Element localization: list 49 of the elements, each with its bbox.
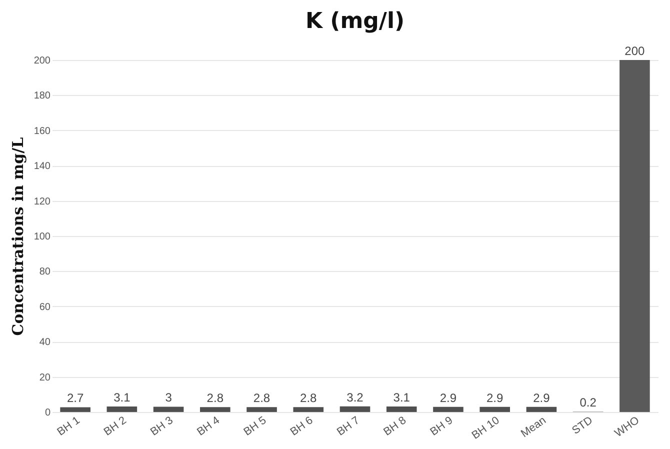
data-label: 2.9: [533, 390, 550, 405]
x-tick-label: BH 5: [242, 414, 269, 438]
bar: [293, 407, 324, 412]
data-label: 3.2: [346, 390, 364, 404]
data-label: 2.9: [440, 390, 457, 405]
y-tick-label: 40: [39, 337, 51, 348]
bar: [153, 406, 184, 412]
x-tick-label: BH 8: [382, 414, 408, 438]
bar: [386, 406, 417, 412]
bar: [200, 407, 230, 412]
data-label: 3: [165, 390, 172, 405]
y-tick-label: 0: [44, 408, 51, 418]
x-tick-label: BH 2: [102, 414, 129, 438]
x-tick-label: BH 1: [55, 414, 82, 438]
y-tick-label: 140: [34, 161, 51, 172]
y-tick-label: 80: [39, 266, 51, 278]
data-label: 2.8: [253, 391, 270, 406]
x-tick-label: BH 4: [195, 414, 222, 438]
x-tick-label: STD: [570, 414, 596, 437]
y-tick-label: 20: [39, 372, 51, 384]
x-tick-label: BH 7: [334, 414, 362, 438]
x-tick-label: BH 10: [470, 414, 502, 442]
data-label: 0.2: [580, 396, 597, 410]
y-tick-label: 100: [34, 232, 51, 242]
y-tick-label: 120: [34, 196, 51, 208]
chart-title: K (mg/l): [305, 9, 405, 34]
bar: [526, 406, 557, 412]
data-label: 2.7: [66, 391, 84, 406]
y-tick-label: 200: [34, 56, 51, 66]
data-label: 200: [624, 44, 646, 58]
bar: [340, 406, 370, 412]
data-label: 3.1: [114, 390, 131, 405]
y-tick-label: 180: [34, 90, 51, 102]
bar: [620, 60, 650, 412]
data-label: 2.9: [486, 390, 504, 405]
data-label: 3.1: [393, 390, 410, 405]
y-axis-title: Concentrations in mg/L: [8, 136, 27, 336]
data-label: 2.8: [300, 391, 318, 406]
data-label: 2.8: [206, 391, 224, 406]
y-tick-label: 60: [39, 302, 51, 313]
y-tick-label: 160: [34, 126, 51, 137]
x-tick-label: BH 3: [148, 414, 176, 438]
bar: [246, 407, 277, 412]
x-tick-label: BH 9: [428, 414, 456, 438]
x-tick-label: BH 6: [288, 414, 316, 438]
bar: [106, 406, 138, 412]
bar: [480, 406, 510, 412]
bar: [60, 407, 90, 412]
bar: [433, 406, 464, 412]
